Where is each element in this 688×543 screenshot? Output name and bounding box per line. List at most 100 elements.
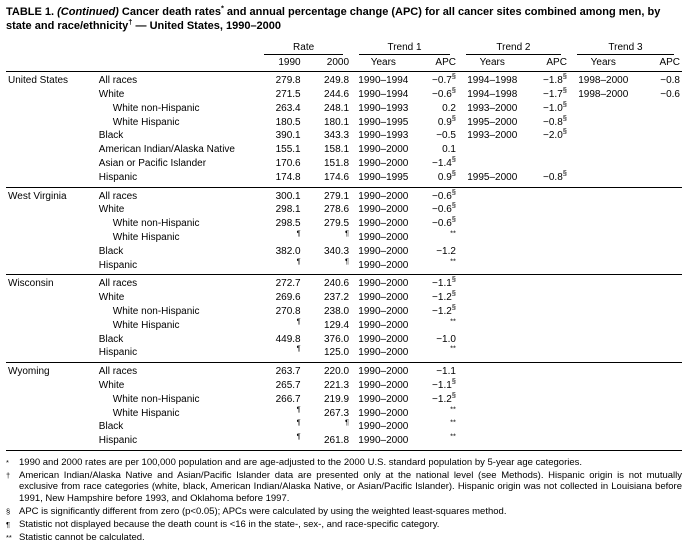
trend3-apc-cell [638,259,682,275]
trend3-apc-cell [638,420,682,434]
col-header-trend2-apc: APC [527,56,569,71]
trend3-years-cell [569,393,638,407]
race-column-spacer [97,41,256,57]
rate-1990-cell: 180.5 [256,116,302,130]
rate-1990-cell: 269.6 [256,291,302,305]
trend1-apc-cell: ** [416,319,458,333]
trend2-years-cell [458,420,527,434]
state-cell [6,305,97,319]
trend1-years-cell: 1990–2000 [351,143,416,157]
rate-1990-cell: 170.6 [256,157,302,171]
trend2-apc-cell [527,379,569,393]
state-cell [6,393,97,407]
trend1-years-cell: 1990–2000 [351,217,416,231]
footnote-text: 1990 and 2000 rates are per 100,000 popu… [19,457,682,469]
trend2-group-label: Trend 2 [466,42,561,56]
trend1-years-cell: 1990–2000 [351,291,416,305]
rate-2000-cell: 249.8 [303,72,351,88]
rate-1990-cell: ¶ [256,259,302,275]
trend3-apc-cell [638,231,682,245]
trend3-years-cell [569,231,638,245]
trend3-years-cell [569,143,638,157]
state-cell [6,171,97,187]
trend3-apc-cell [638,171,682,187]
race-ethnicity-cell: All races [97,72,256,88]
trend3-years-cell [569,245,638,259]
trend1-apc-cell: 0.9§ [416,171,458,187]
rate-1990-cell: 298.1 [256,203,302,217]
trend3-apc-cell [638,245,682,259]
trend2-years-cell [458,203,527,217]
footnote-text: Statistic not displayed because the deat… [19,519,682,531]
trend2-apc-cell [527,305,569,319]
state-cell: Wyoming [6,363,97,379]
column-group-row: Rate Trend 1 Trend 2 Trend 3 [6,41,682,57]
race-ethnicity-cell: White Hispanic [97,407,256,421]
trend3-apc-cell [638,393,682,407]
trend1-years-cell: 1990–1995 [351,116,416,130]
rate-1990-cell: 271.5 [256,88,302,102]
footnote-marker: ¶ [6,519,19,531]
footnote-text: American Indian/Alaska Native and Asian/… [19,470,682,505]
trend2-years-cell: 1993–2000 [458,102,527,116]
trend2-years-cell [458,187,527,203]
trend3-apc-cell [638,291,682,305]
trend3-apc-cell [638,217,682,231]
trend2-years-cell [458,434,527,450]
column-subheader-row: 1990 2000 Years APC Years APC Years APC [6,56,682,71]
race-ethnicity-cell: White Hispanic [97,319,256,333]
state-cell [6,245,97,259]
trend1-apc-cell: −0.6§ [416,88,458,102]
race-ethnicity-cell: Hispanic [97,171,256,187]
footnotes: * 1990 and 2000 rates are per 100,000 po… [6,457,682,543]
rate-2000-cell: 151.8 [303,157,351,171]
trend3-apc-cell [638,143,682,157]
race-ethnicity-cell: All races [97,187,256,203]
rate-2000-cell: 279.1 [303,187,351,203]
footnote-race-ethnicity: † American Indian/Alaska Native and Asia… [6,470,682,505]
trend3-years-cell [569,346,638,362]
trend1-apc-cell: 0.9§ [416,116,458,130]
trend2-apc-cell [527,203,569,217]
rate-2000-cell: 261.8 [303,434,351,450]
trend3-apc-cell [638,363,682,379]
trend3-apc-cell [638,102,682,116]
trend1-group-label: Trend 1 [359,42,450,56]
trend2-years-cell [458,305,527,319]
trend1-group-header: Trend 1 [351,41,458,57]
trend2-apc-cell [527,346,569,362]
trend2-apc-cell [527,217,569,231]
footnote-not-displayed: ¶ Statistic not displayed because the de… [6,519,682,531]
race-ethnicity-cell: Hispanic [97,434,256,450]
state-cell [6,203,97,217]
trend2-apc-cell [527,143,569,157]
trend2-years-cell: 1995–2000 [458,171,527,187]
rate-2000-cell: 238.0 [303,305,351,319]
rate-1990-cell: 174.8 [256,171,302,187]
trend1-years-cell: 1990–2000 [351,333,416,347]
state-cell [6,407,97,421]
rate-2000-cell: 180.1 [303,116,351,130]
rate-2000-cell: 248.1 [303,102,351,116]
trend1-years-cell: 1990–2000 [351,319,416,333]
trend2-years-cell [458,259,527,275]
race-ethnicity-cell: American Indian/Alaska Native [97,143,256,157]
trend3-apc-cell [638,333,682,347]
trend2-apc-cell [527,259,569,275]
state-cell [6,231,97,245]
race-ethnicity-cell: All races [97,275,256,291]
trend3-years-cell: 1998–2000 [569,72,638,88]
table-title: TABLE 1. (Continued) Cancer death rates*… [6,5,682,34]
trend3-apc-cell [638,275,682,291]
state-cell [6,333,97,347]
trend2-years-cell [458,407,527,421]
